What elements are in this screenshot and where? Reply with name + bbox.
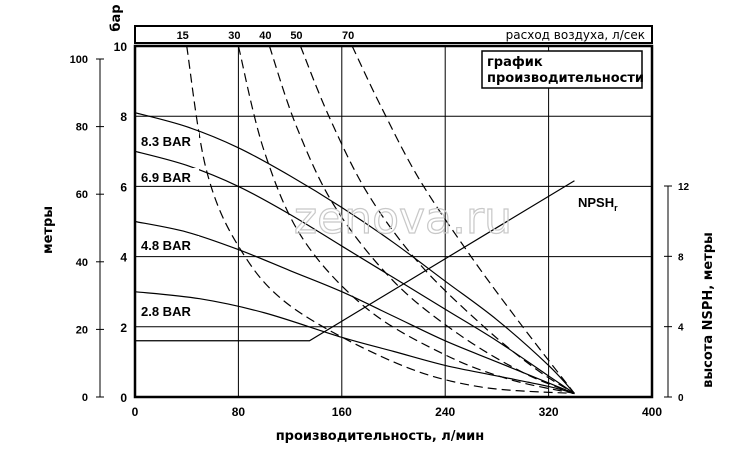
bar-tick-10: 10 (114, 40, 128, 54)
chart-title-line-1: график (487, 55, 543, 70)
meter-tick-100: 100 (70, 54, 88, 66)
air-tick-15: 15 (177, 30, 189, 42)
label-bg-npsh (574, 194, 620, 212)
y-axis-title-meters: метры (41, 206, 56, 254)
series-line-8-3-bar (134, 112, 575, 394)
label-bg-8-3 (139, 132, 199, 148)
series-label-6-9-bar: 6.9 BAR (141, 170, 191, 185)
nsph-tick-12: 12 (678, 182, 690, 193)
x-tick-0: 0 (132, 405, 139, 419)
grid-layer (135, 46, 652, 397)
label-bg-6-9 (139, 168, 199, 184)
label-bg-4-8 (139, 236, 199, 252)
meter-tick-60: 60 (76, 189, 88, 201)
label-bg-2-8 (139, 302, 199, 318)
x-tick-400: 400 (642, 405, 662, 419)
series-label-4-8-bar: 4.8 BAR (141, 238, 191, 253)
meter-tick-40: 40 (76, 257, 88, 269)
watermark: zenova.ru (294, 193, 512, 244)
air-tick-70: 70 (342, 30, 354, 42)
series-layer (134, 45, 575, 395)
series-line-50 (299, 45, 575, 394)
x-tick-320: 320 (539, 405, 559, 419)
series-line-70 (351, 45, 575, 394)
series-label-npshr: NPSHr (578, 195, 618, 213)
nsph-tick-4: 4 (678, 323, 684, 334)
series-label-2-8-bar: 2.8 BAR (141, 304, 191, 319)
series-label-8-3-bar: 8.3 BAR (141, 134, 191, 149)
title-box (481, 50, 643, 89)
air-tick-30: 30 (228, 30, 240, 42)
series-line-15 (186, 45, 575, 395)
series-line-6-9-bar (134, 150, 575, 394)
x-tick-160: 160 (332, 405, 352, 419)
air-axis-bar (134, 25, 653, 44)
series-line-2-8-bar (134, 291, 575, 395)
x-axis-title: производительность, л/мин (276, 429, 485, 444)
y-axis-title-nsph: высота NSPH, метры (701, 232, 716, 388)
air-ticks: 15 30 40 50 70 (177, 30, 355, 42)
bar-tick-4: 4 (120, 251, 127, 265)
series-line-npshr (135, 180, 575, 342)
x-tick-240: 240 (435, 405, 455, 419)
series-line-30 (237, 45, 575, 395)
meter-tick-20: 20 (76, 324, 88, 336)
meter-tick-0: 0 (82, 392, 88, 404)
series-line-4-8-bar (134, 220, 575, 395)
bar-tick-0: 0 (120, 391, 127, 405)
x-tick-80: 80 (232, 405, 246, 419)
x-tick-labels: 0 80 160 240 320 400 (132, 405, 663, 419)
top-axis-label: расход воздуха, л/сек (506, 28, 645, 42)
nsph-tick-8: 8 (678, 252, 684, 263)
y-axis-title-bar: бар (109, 4, 124, 31)
bar-tick-8: 8 (120, 110, 127, 124)
nsph-tick-0: 0 (678, 393, 684, 404)
series-line-40 (268, 45, 575, 395)
chart-title-line-2: производительности (487, 71, 644, 86)
meter-tick-labels: 0 20 40 60 80 100 (70, 54, 104, 404)
bar-tick-6: 6 (120, 180, 127, 194)
air-tick-50: 50 (290, 30, 302, 42)
plot-frame (133, 44, 654, 399)
air-tick-40: 40 (259, 30, 271, 42)
bar-tick-labels: 0 2 4 6 8 10 (114, 40, 128, 405)
meter-tick-80: 80 (76, 122, 88, 134)
bar-tick-2: 2 (120, 321, 127, 335)
